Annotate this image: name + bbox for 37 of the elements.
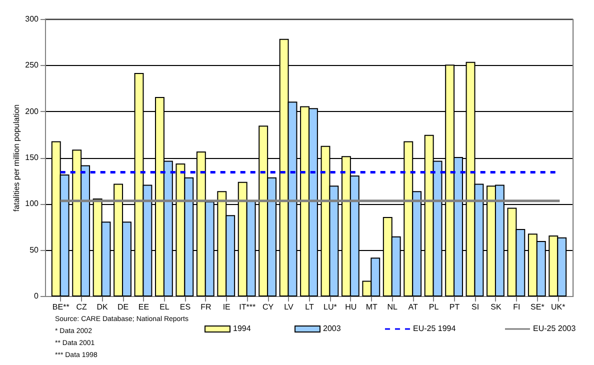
y-tick-label: 50 — [30, 245, 40, 254]
x-tick-label: LT — [305, 302, 314, 312]
x-tick-label: UK* — [551, 302, 566, 312]
x-tick-label: EE — [138, 302, 150, 312]
x-tick-label: NL — [387, 302, 398, 312]
legend-label: EU-25 1994 — [413, 324, 456, 333]
x-tick-label: SE* — [530, 302, 544, 312]
x-tick-label: PT — [449, 302, 460, 312]
x-tick-label: DK — [96, 302, 109, 312]
legend-label: 2003 — [323, 324, 342, 333]
x-tick-label: MT — [366, 302, 378, 312]
x-tick-label: ES — [180, 302, 191, 312]
y-tick-label: 250 — [25, 60, 40, 70]
y-tick-label: 0 — [34, 292, 40, 300]
x-tick-label: CY — [262, 302, 274, 312]
y-tick-label: 150 — [25, 153, 40, 162]
x-tick-label: PL — [428, 302, 440, 312]
x-tick-label: LV — [284, 302, 294, 312]
x-tick-label: FI — [513, 302, 520, 312]
x-tick-label: SK — [490, 302, 502, 312]
y-tick-label: 200 — [25, 106, 40, 116]
legend-label: EU-25 2003 — [533, 324, 576, 333]
x-tick-label: CZ — [76, 302, 88, 312]
x-tick-label: DE — [117, 302, 129, 312]
x-tick-label: SI — [471, 302, 480, 312]
x-tick-label: BE** — [52, 302, 70, 312]
legend-label: 1994 — [233, 324, 252, 333]
y-axis-title: fatalities per million population — [12, 104, 22, 212]
x-tick-label: HU — [345, 302, 357, 312]
x-tick-label: EL — [160, 302, 170, 312]
x-tick-label: LU* — [324, 302, 337, 312]
y-tick-label: 300 — [25, 14, 40, 24]
x-tick-label: AT — [408, 302, 418, 312]
x-tick-label: FR — [200, 302, 212, 312]
x-tick-label: IE — [222, 302, 230, 312]
x-tick-label: IT*** — [239, 302, 256, 312]
y-tick-label: 100 — [25, 199, 40, 208]
